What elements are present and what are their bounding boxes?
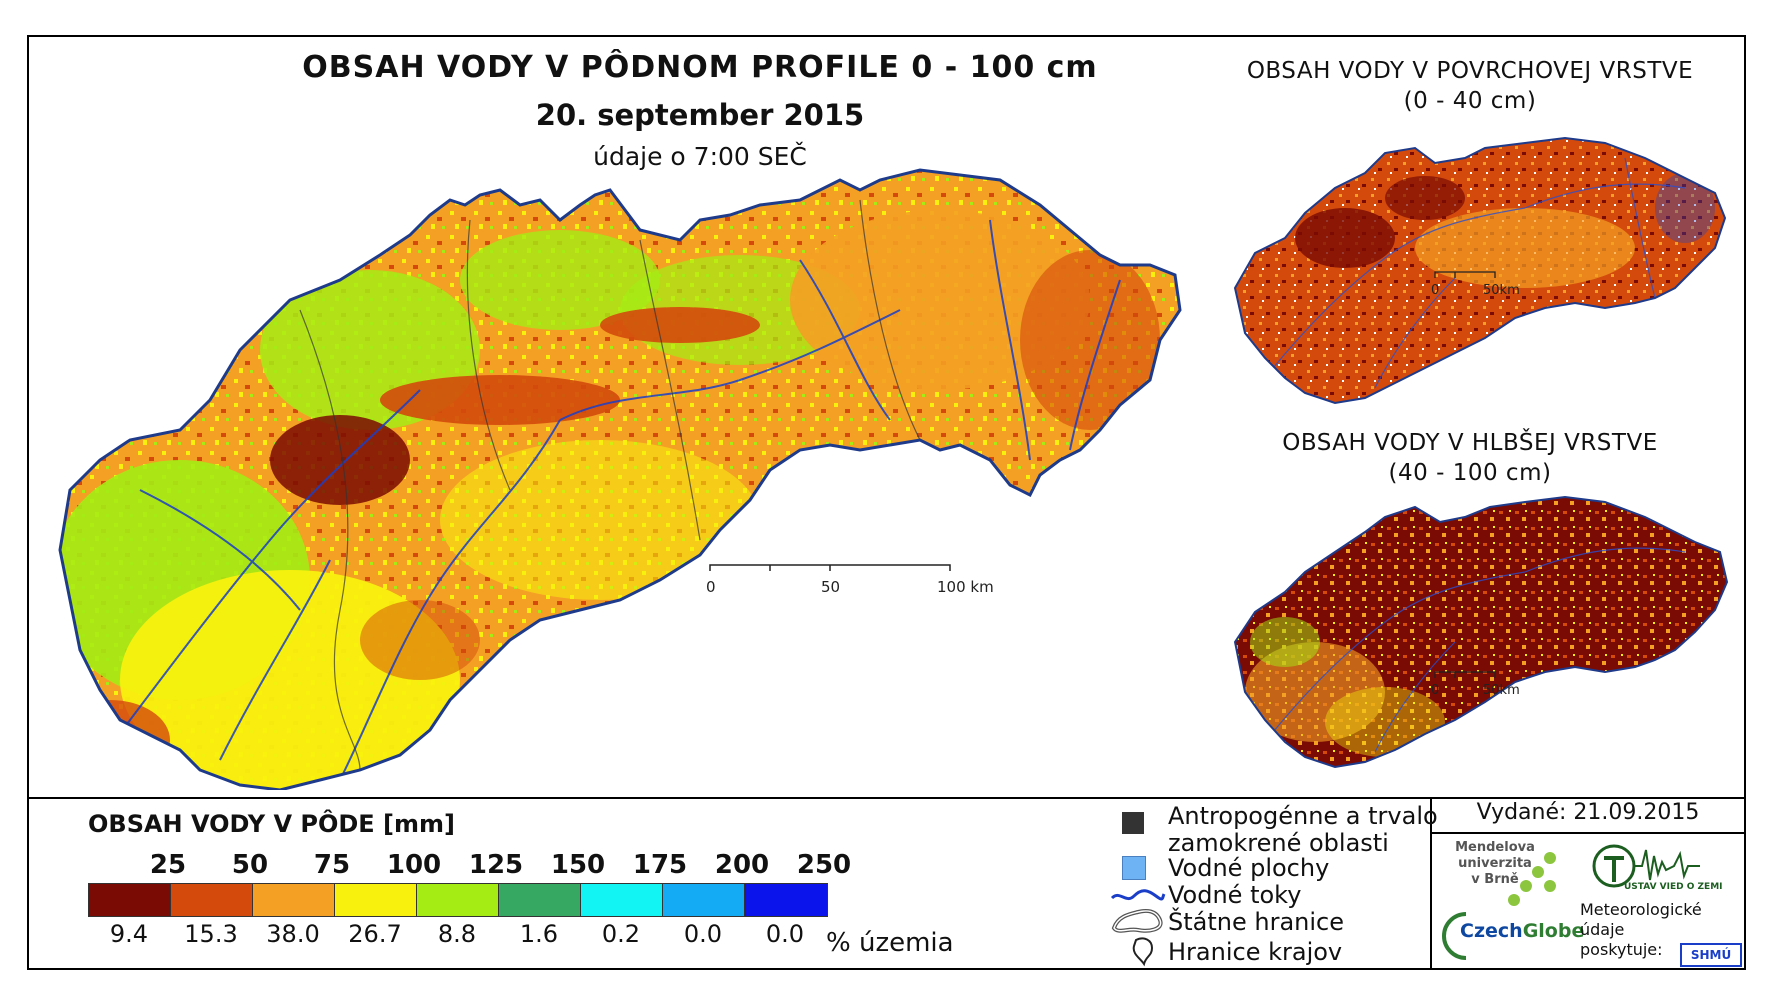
legend-threshold-6: 150 [550, 850, 606, 880]
legend-threshold-3: 75 [313, 850, 351, 880]
main-scale-bar [709, 564, 951, 571]
region-border-symbol [1132, 937, 1154, 967]
anthropogenic-label-1: Antropogénne a trvalo [1168, 802, 1438, 830]
river-symbol [1110, 889, 1166, 901]
legend-threshold-7: 175 [632, 850, 688, 880]
deep-scale-bar [1434, 671, 1496, 678]
legend-threshold-5: 125 [468, 850, 524, 880]
meteorological-data-provider: Meteorologické údaje poskytuje: [1580, 900, 1702, 959]
legend-swatch-9 [745, 884, 827, 916]
anthropogenic-area-symbol [1122, 812, 1144, 834]
deep-map-title: OBSAH VODY V HLBŠEJ VRSTVE [1282, 430, 1658, 456]
legend-swatch-8 [663, 884, 745, 916]
main-soil-water-map[interactable]: 0 50 100 km [40, 160, 1190, 790]
issued-divider [1430, 832, 1746, 834]
state-border-symbol [1111, 909, 1163, 933]
uvgz-logo [1592, 844, 1700, 888]
main-scale-label-0: 0 [706, 578, 716, 596]
surface-map-title: OBSAH VODY V POVRCHOVEJ VRSTVE [1246, 58, 1694, 84]
legend-percent-5: 8.8 [437, 920, 477, 948]
legend-threshold-4: 100 [386, 850, 442, 880]
mendel-university-logo-text: Mendelova univerzita v Brně [1455, 840, 1535, 887]
legend-swatch-5 [417, 884, 499, 916]
water-body-symbol [1122, 856, 1146, 880]
region-border-label: Hranice krajov [1168, 938, 1343, 966]
legend-color-scale [88, 883, 828, 917]
anthropogenic-label-2: zamokrené oblasti [1168, 829, 1389, 857]
legend-swatch-1 [89, 884, 171, 916]
legend-band [27, 797, 1746, 970]
legend-swatch-7 [581, 884, 663, 916]
legend-divider [1430, 797, 1432, 970]
rivers-label: Vodné toky [1168, 881, 1302, 909]
legend-percent-8: 0.0 [683, 920, 723, 948]
legend-swatch-4 [335, 884, 417, 916]
deep-layer-map[interactable]: 0 50km [1225, 492, 1745, 772]
legend-percent-4: 26.7 [348, 920, 402, 948]
main-map-time-note: údaje o 7:00 SEČ [593, 142, 807, 171]
deep-map-subtitle: (40 - 100 cm) [1388, 460, 1552, 486]
main-scale-label-100: 100 km [937, 578, 994, 596]
deep-scale-label-0: 0 [1431, 683, 1439, 698]
legend-percent-9: 0.0 [765, 920, 805, 948]
czechglobe-logo [1442, 912, 1467, 960]
issued-date: Vydané: 21.09.2015 [1476, 800, 1700, 825]
legend-percent-7: 0.2 [601, 920, 641, 948]
legend-swatch-3 [253, 884, 335, 916]
czechglobe-logo-text: CzechGlobe [1460, 920, 1585, 942]
uvgz-logo-text: ÚSTAV VIED O ZEMI [1624, 882, 1723, 892]
mendel-dots-icon [1508, 852, 1556, 906]
legend-percent-3: 38.0 [266, 920, 320, 948]
legend-percent-2: 15.3 [184, 920, 238, 948]
legend-percent-1: 9.4 [109, 920, 149, 948]
legend-threshold-1: 25 [149, 850, 187, 880]
state-border-label: Štátne hranice [1168, 908, 1344, 936]
surface-layer-map[interactable]: 0 50km [1225, 128, 1745, 408]
surface-scale-label-50: 50km [1483, 283, 1520, 298]
legend-threshold-2: 50 [231, 850, 269, 880]
main-map-date: 20. september 2015 [535, 98, 865, 132]
surface-scale-label-0: 0 [1431, 283, 1439, 298]
legend-threshold-9: 250 [796, 850, 852, 880]
water-bodies-label: Vodné plochy [1168, 854, 1330, 882]
legend-title: OBSAH VODY V PÔDE [mm] [88, 810, 456, 838]
shmu-logo: SHMÚ [1680, 943, 1742, 967]
legend-threshold-8: 200 [714, 850, 770, 880]
surface-map-subtitle: (0 - 40 cm) [1403, 88, 1537, 114]
deep-scale-label-50: 50km [1483, 683, 1520, 698]
legend-swatch-6 [499, 884, 581, 916]
surface-scale-bar [1434, 271, 1496, 278]
main-scale-label-50: 50 [821, 578, 840, 596]
legend-percent-6: 1.6 [519, 920, 559, 948]
legend-percent-unit: % územia [826, 928, 954, 958]
legend-swatch-2 [171, 884, 253, 916]
main-map-title: OBSAH VODY V PÔDNOM PROFILE 0 - 100 cm [302, 50, 1098, 85]
